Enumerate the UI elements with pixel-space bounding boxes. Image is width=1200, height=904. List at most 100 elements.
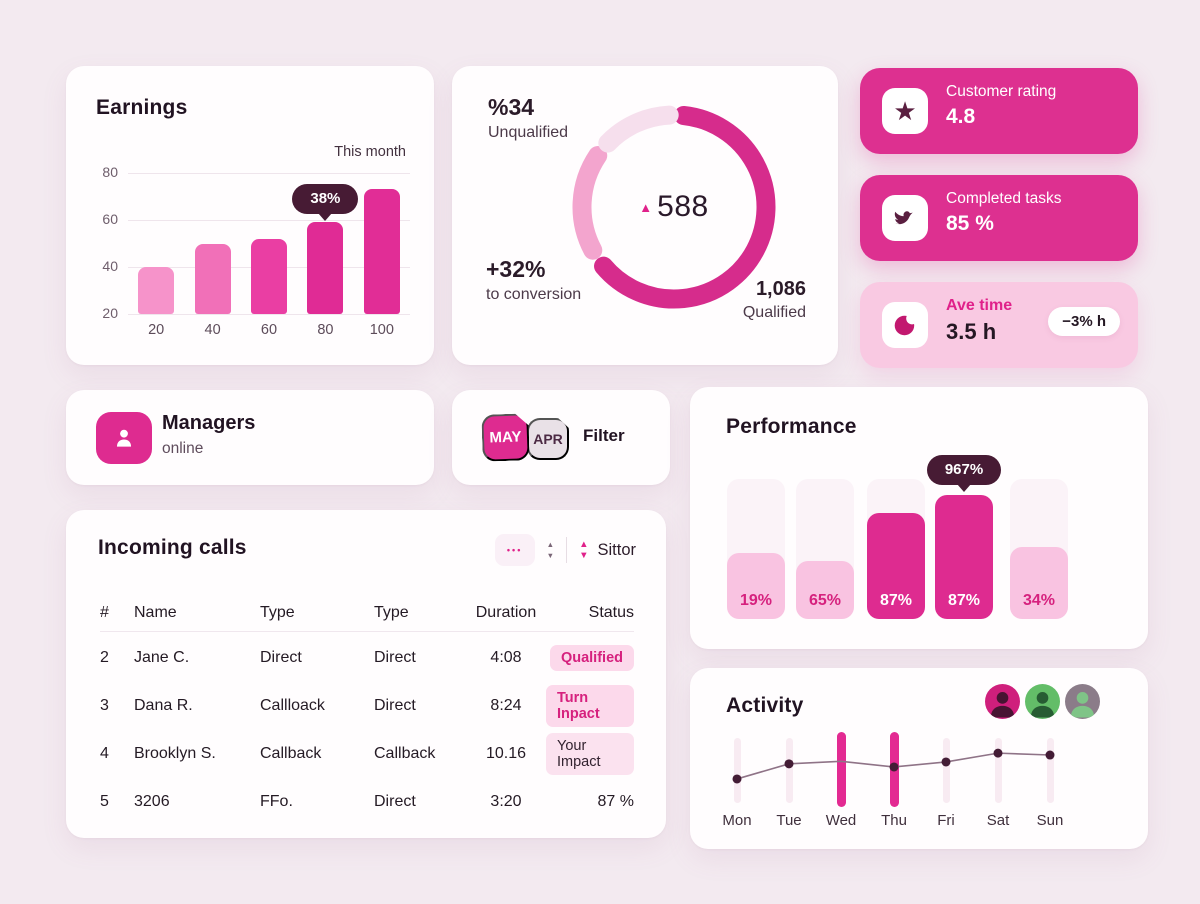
col-type2: Type [374, 604, 409, 621]
earnings-bar[interactable] [363, 189, 400, 314]
col-duration: Duration [475, 604, 537, 621]
star-icon: ★ [893, 96, 917, 126]
activity-day-label: Tue [776, 812, 802, 829]
donut-segment-qualified[interactable] [594, 106, 776, 309]
activity-tick [942, 738, 950, 803]
performance-bar[interactable]: 87% [867, 513, 925, 619]
col-type1: Type [260, 604, 295, 621]
activity-avatars [985, 684, 1100, 719]
activity-dot[interactable] [889, 762, 899, 772]
table-row[interactable]: 2 Jane C. Direct Direct 4:08 Qualified [100, 634, 634, 682]
stat-value: 3.5 h [946, 319, 997, 344]
donut-segment-rest[interactable] [598, 105, 679, 153]
stepper-down-icon: ▼ [546, 550, 555, 560]
conversion-value: +32% [486, 256, 546, 282]
table-row[interactable]: 3 Dana R. Callloack Direct 8:24 Turn Inp… [100, 682, 634, 730]
user-avatar[interactable] [985, 684, 1020, 719]
user-avatar[interactable] [1025, 684, 1060, 719]
activity-dot[interactable] [732, 774, 742, 784]
activity-dot[interactable] [941, 757, 951, 767]
managers-subtitle: online [162, 440, 204, 457]
performance-bar[interactable]: 19% [727, 553, 785, 619]
activity-day-label: Fri [937, 812, 955, 829]
qualified-label: Qualified [742, 304, 806, 321]
stat-text: Completed tasks 85 % [946, 190, 1061, 236]
activity-tick [1046, 738, 1054, 803]
calls-controls: ••• ▲ ▼ ▲ ▼ Sittor [494, 534, 636, 566]
month-tag-apr[interactable]: APR [527, 418, 569, 460]
earnings-bar[interactable] [194, 243, 231, 314]
x-axis-tick: 60 [260, 322, 278, 338]
filter-card: MAY APR Filter [452, 390, 670, 485]
activity-dot[interactable] [993, 748, 1003, 758]
x-axis-tick: 100 [369, 322, 394, 338]
donut-center: ▲ 588 [564, 97, 784, 317]
managers-card: Managers online [66, 390, 434, 485]
unqualified-value: %34 [488, 94, 535, 120]
cell-type1: Callback [260, 745, 322, 762]
earnings-bar[interactable] [138, 267, 175, 314]
stat-value: 4.8 [946, 105, 976, 128]
grid-line [128, 220, 410, 221]
activity-card: Activity Mon Tue Wed Thu Fri Sat Sun [690, 668, 1148, 849]
cell-duration: 4:08 [490, 649, 522, 666]
donut-segment-unqualified[interactable] [572, 146, 608, 260]
performance-bar-label: 19% [739, 592, 773, 609]
person-icon-box [96, 412, 152, 464]
status-value: 87 % [597, 793, 634, 810]
icon-box: ★ [882, 88, 928, 134]
activity-day-label: Wed [825, 812, 857, 829]
ave-time-card: Ave time 3.5 h −3% h [860, 282, 1138, 368]
x-axis-tick: 20 [148, 322, 165, 338]
performance-bar-label: 87% [947, 592, 981, 609]
donut-svg [572, 105, 776, 309]
activity-day-label: Sat [986, 812, 1010, 829]
header-divider [100, 631, 634, 632]
sort-label: Sittor [597, 540, 636, 559]
bird-icon [894, 211, 913, 225]
activity-day-label: Thu [881, 812, 907, 829]
donut-center-value: 588 [657, 190, 709, 223]
performance-bar[interactable]: 34% [1010, 547, 1068, 619]
incoming-calls-card: Incoming calls ••• ▲ ▼ ▲ ▼ Sittor # Name … [66, 510, 666, 838]
performance-bar-label: 34% [1022, 592, 1056, 609]
activity-tick [733, 738, 741, 803]
more-menu-button[interactable]: ••• [494, 534, 535, 566]
avatar-face-icon [1030, 692, 1055, 718]
unqualified-stat: %34 Unqualified [488, 94, 568, 142]
icon-box [882, 302, 928, 348]
activity-dot[interactable] [784, 759, 794, 769]
cell-name: Jane C. [134, 649, 190, 666]
activity-dot[interactable] [1045, 750, 1055, 760]
table-header-row: # Name Type Type Duration Status [100, 595, 634, 631]
stat-text: Ave time 3.5 h [946, 297, 1012, 345]
earnings-title: Earnings [96, 96, 188, 119]
user-avatar[interactable] [1065, 684, 1100, 719]
performance-bar[interactable]: 65% [796, 561, 854, 619]
grid-line [128, 314, 410, 315]
person-icon [116, 429, 132, 447]
table-row[interactable]: 4 Brooklyn S. Callback Callback 10.16 Yo… [100, 730, 634, 778]
calls-table: # Name Type Type Duration Status 2 Jane … [100, 595, 634, 826]
cell-type2: Direct [374, 649, 416, 666]
stat-label: Completed tasks [946, 190, 1062, 207]
earnings-bar[interactable] [307, 222, 344, 314]
performance-bar[interactable]: 87% [935, 495, 993, 619]
cell-type1: Direct [260, 649, 302, 666]
row-stepper[interactable]: ▲ ▼ [547, 541, 554, 559]
activity-tick-emphasized [836, 732, 846, 807]
performance-bar-label: 65% [808, 592, 842, 609]
month-tag-may[interactable]: MAY [481, 413, 530, 462]
performance-tooltip: 967% [927, 455, 1001, 485]
conversion-label: to conversion [486, 286, 582, 303]
earnings-bar[interactable] [251, 238, 287, 314]
stat-text: Customer rating 4.8 [946, 83, 1056, 129]
customer-rating-card: ★ Customer rating 4.8 [860, 68, 1138, 154]
avatar-face-icon [990, 692, 1015, 718]
y-axis-tick: 40 [102, 258, 118, 274]
sort-button[interactable]: ▲ ▼ Sittor [579, 539, 636, 561]
status-badge: Your Impact [546, 733, 634, 775]
earnings-legend: This month [334, 144, 406, 160]
table-row[interactable]: 5 3206 FFo. Direct 3:20 87 % [100, 778, 634, 826]
